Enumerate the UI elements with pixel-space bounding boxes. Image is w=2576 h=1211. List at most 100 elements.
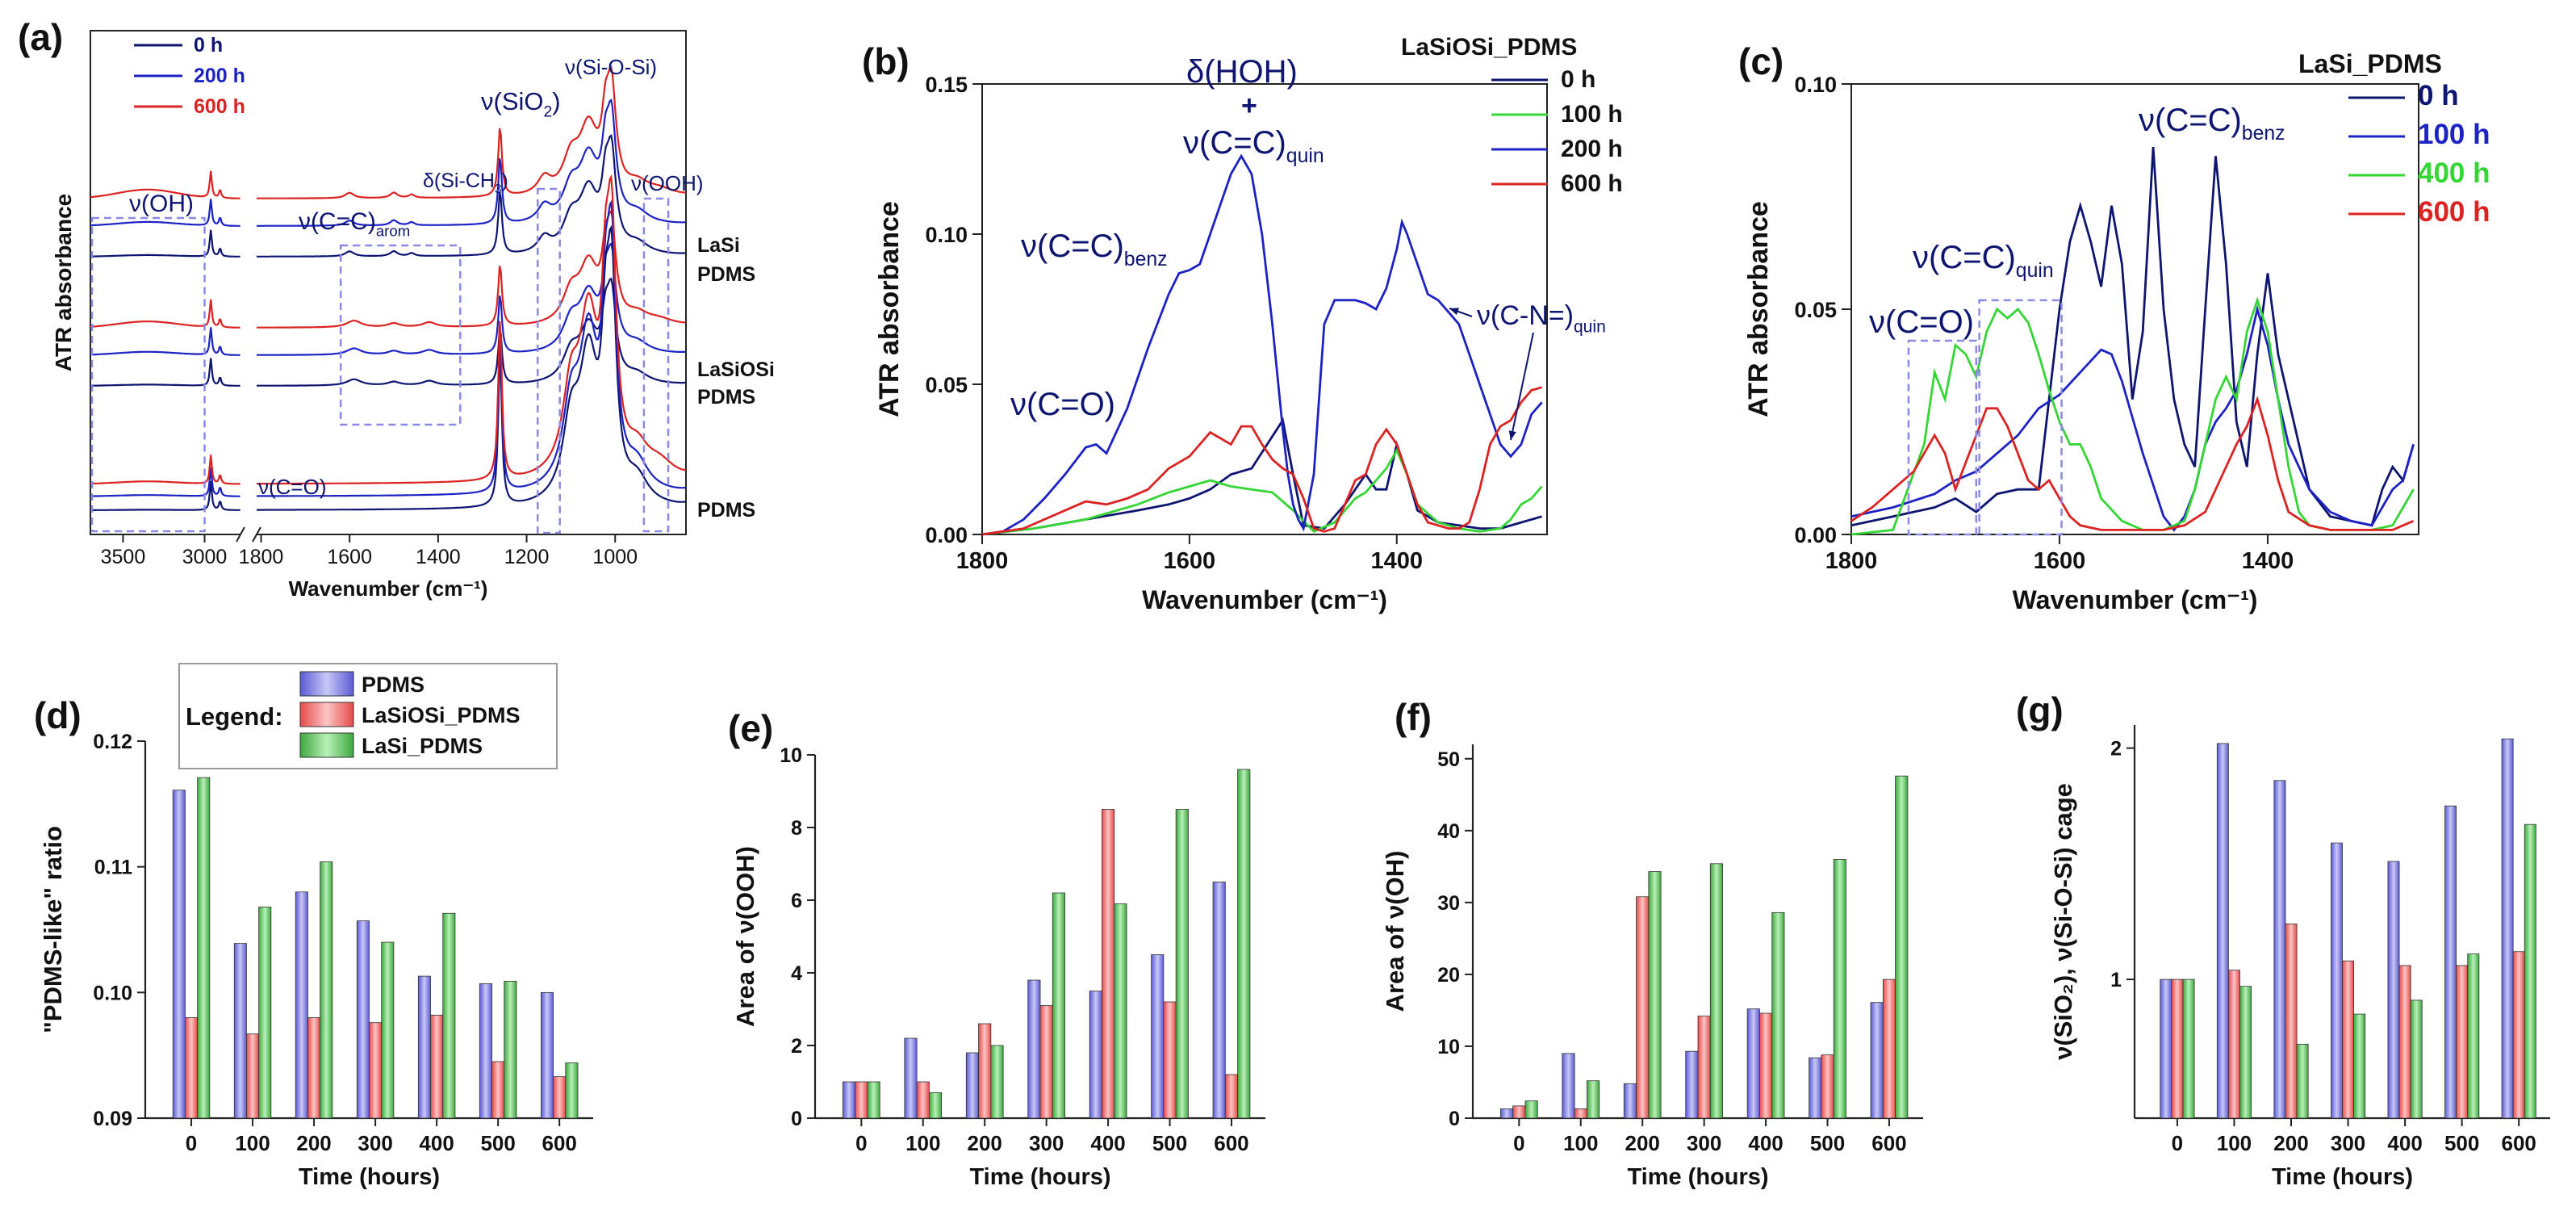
bar [867,1081,880,1119]
axis-break-mark [236,526,245,543]
legend-label: 600 h [2418,196,2490,228]
bar [1697,1016,1711,1119]
series-line [1850,304,2415,532]
bar [1175,809,1189,1119]
bar [1870,1002,1884,1119]
bar [2296,1043,2309,1119]
annotation-text: δ(Si-CH [423,170,495,192]
bar [356,920,370,1119]
bar [442,912,456,1119]
bar [1771,911,1785,1119]
highlight-box [1978,299,2063,536]
spectrum-curve [257,199,686,497]
annotation-text: ν(OH) [129,191,194,217]
panel-label: (f) [1395,696,1432,738]
x-axis-label: Wavenumber (cm⁻¹) [1142,585,1387,614]
bar [2228,970,2240,1119]
spectrum-curve [90,467,240,497]
y-tick-label: 50 [1437,748,1460,771]
y-tick-label: 10 [780,744,802,767]
bar [430,1014,444,1119]
bar [2353,1013,2366,1119]
bar [1587,1080,1600,1119]
panel-label: (c) [1738,40,1784,82]
bar [2512,951,2525,1119]
x-tick-label: 500 [1152,1131,1187,1155]
bar [2216,743,2229,1119]
bar [2467,953,2480,1119]
bar [1759,1012,1773,1119]
bar [246,1033,260,1119]
x-tick-label: 100 [2217,1131,2252,1155]
bar [491,1061,505,1119]
y-tick-label: 20 [1437,964,1460,987]
bar [1895,775,1909,1119]
y-axis-label: ν(SiO₂), ν(Si-O-Si) cage [2049,783,2077,1060]
spectrum-curve [90,229,240,258]
y-tick-label: 0.12 [93,731,132,753]
bar [2524,823,2536,1119]
bar [1882,978,1896,1119]
bar [1685,1050,1699,1119]
annotation-subscript: arom [376,222,410,239]
annotation-text: ν(Si-O-Si) [565,55,657,79]
spectrum-curve [90,199,240,227]
bar [258,907,272,1119]
bar [369,1022,383,1119]
arrow-head [1449,308,1459,316]
x-tick-label: 100 [905,1131,940,1155]
annotation: ν(C=O) [258,475,327,499]
legend-label: PDMS [362,673,424,697]
bar [1151,954,1165,1119]
y-axis-label: Area of ν(OOH) [731,846,759,1027]
bar [233,943,247,1119]
legend-swatch [299,702,354,727]
annotation: ν(C=O) [1869,304,1974,340]
spectrum-curve [257,242,686,356]
y-axis-label: Area of ν(OH) [1381,851,1409,1012]
x-tick-label: 0 [1513,1131,1524,1155]
y-tick-label: 6 [791,890,802,912]
bar [553,1076,567,1119]
y-tick-label: 2 [791,1035,802,1058]
annotation-text: + [1241,90,1257,121]
bar [1039,1005,1053,1119]
series-line [1850,296,2415,536]
y-axis-label: ATR absorbance [51,194,76,371]
annotation: ν(C=C)arom [299,208,410,239]
annotation: ν(C-N=)quin [1477,300,1606,337]
annotation-subscript: quin [1574,318,1606,337]
x-tick-label: 1000 [592,546,638,568]
y-tick-label: 0.00 [1794,523,1837,547]
sample-label: PDMS [697,499,755,522]
bar [197,777,211,1119]
x-tick-label: 500 [480,1131,515,1155]
legend-label: 0 h [2418,80,2459,111]
x-tick-label: 3000 [182,546,228,568]
bar [295,891,308,1119]
y-tick-label: 0.10 [1794,73,1837,97]
bar [1163,1001,1177,1119]
annotation-subscript: 3 [495,182,502,196]
bar [965,1052,979,1119]
legend-label: 200 h [194,65,245,87]
x-tick-label: 500 [1810,1131,1845,1155]
annotation-subscript: 2 [544,104,553,121]
bar [904,1037,918,1119]
bar [1562,1053,1575,1119]
annotation: ν(C=C)benz [1021,228,1168,270]
x-tick-label: 200 [296,1131,331,1155]
legend-label: 600 h [1561,170,1623,197]
annotation-text: ν(C=C) [299,208,376,235]
y-tick-label: 0.00 [925,523,968,547]
spectrum-curve [90,455,240,485]
bar [565,1062,579,1119]
panel-label: (a) [18,16,63,58]
y-tick-label: 0.15 [925,73,968,97]
bar [916,1081,930,1119]
bar [855,1081,868,1119]
bar [1524,1100,1538,1119]
x-tick-label: 1400 [416,546,461,568]
spectrum-curve [257,224,686,511]
annotation: ν(Si-O-Si) [565,55,657,79]
